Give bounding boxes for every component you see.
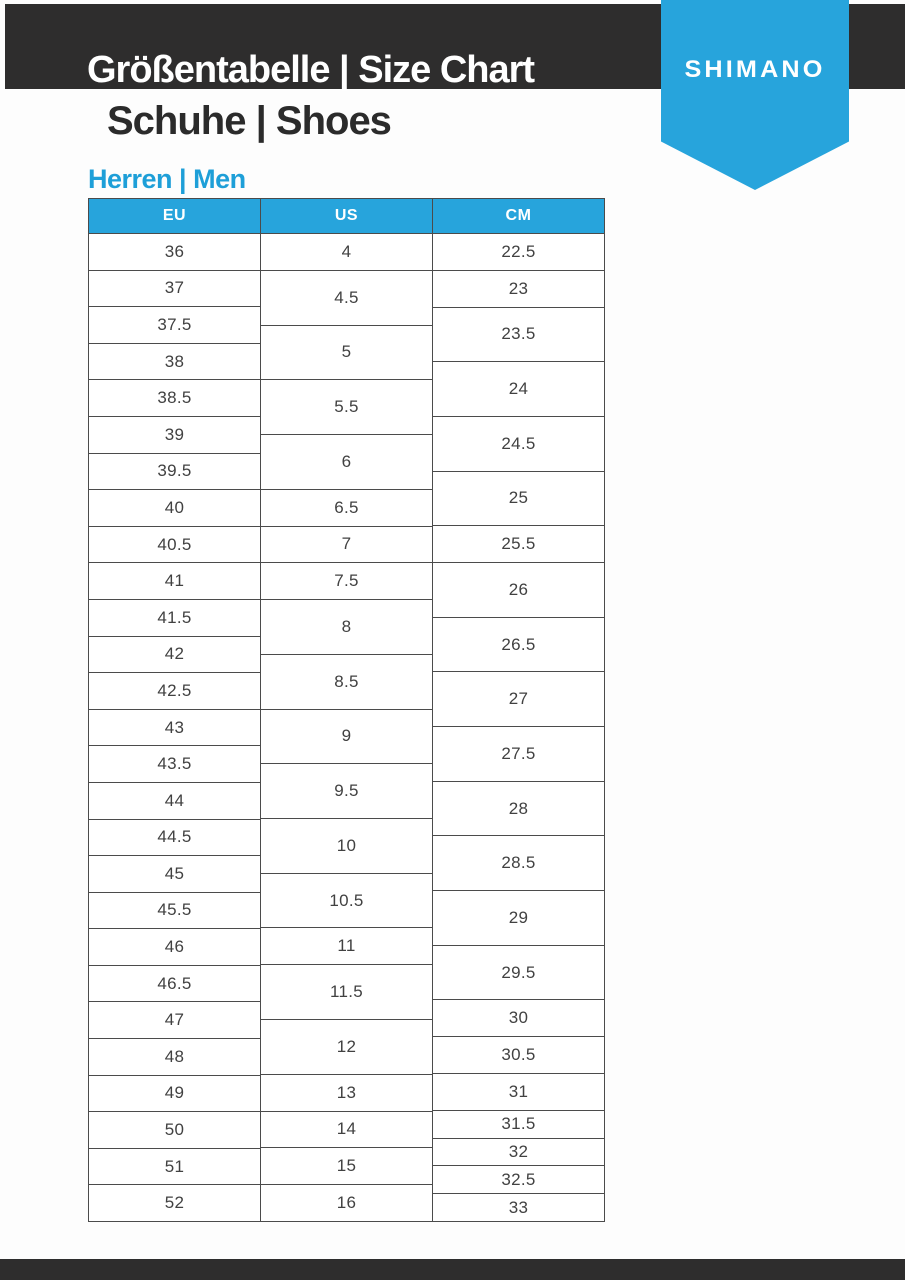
size-cell-us-4.5: 4.5 [261, 269, 432, 325]
size-cell-eu-52: 52 [89, 1184, 260, 1221]
size-cell-eu-42: 42 [89, 635, 260, 673]
size-cell-cm-26.5: 26.5 [433, 616, 604, 672]
section-label: Herren | Men [88, 164, 246, 194]
size-cell-eu-50: 50 [89, 1111, 260, 1148]
size-cell-us-9.5: 9.5 [261, 763, 432, 818]
column-header-eu: EU [162, 207, 187, 224]
size-cell-cm-24: 24 [433, 361, 604, 416]
size-cell-cm-29: 29 [433, 890, 604, 945]
size-cell-cm-24.5: 24.5 [433, 415, 604, 471]
size-cell-us-4: 4 [341, 241, 352, 261]
size-cell-cm-27: 27 [433, 671, 604, 726]
size-cell-eu-46.5: 46.5 [89, 964, 260, 1002]
size-cell-eu-49: 49 [89, 1074, 260, 1112]
size-cell-cm-23.5: 23.5 [433, 306, 604, 362]
size-cell-eu-40.5: 40.5 [89, 525, 260, 563]
size-cell-us-5.5: 5.5 [261, 379, 432, 434]
size-cell-eu-48: 48 [89, 1038, 260, 1075]
size-cell-cm-28.5: 28.5 [433, 835, 604, 890]
size-column-cm: 22.5 23 23.5 24 24.5 25 25.5 26 26.5 27 27.5 28 28.5… [432, 234, 604, 1221]
size-cell-us-13: 13 [261, 1073, 432, 1111]
size-table: EU US CM 36 37 37.5 38 38.5 39 39.5 40 40.5 41 41.5 4… [88, 198, 605, 1222]
size-cell-us-16: 16 [261, 1184, 432, 1221]
size-cell-eu-39: 39 [89, 415, 260, 453]
size-cell-eu-44.5: 44.5 [89, 818, 260, 856]
size-cell-cm-25.5: 25.5 [433, 525, 604, 562]
size-cell-cm-26: 26 [433, 562, 604, 617]
size-cell-us-6: 6 [261, 433, 432, 489]
size-cell-us-11: 11 [261, 927, 432, 964]
size-cell-eu-38.5: 38.5 [89, 379, 260, 416]
size-cell-eu-46: 46 [89, 928, 260, 965]
size-cell-cm-22.5: 22.5 [501, 241, 536, 261]
size-cell-us-8: 8 [261, 599, 432, 654]
page-subtitle: Schuhe | Shoes [107, 99, 392, 143]
size-cell-us-8.5: 8.5 [261, 653, 432, 709]
size-table-header: EU US CM [88, 198, 605, 234]
size-cell-eu-40: 40 [89, 489, 260, 526]
size-cell-us-7.5: 7.5 [261, 562, 432, 599]
size-cell-eu-38: 38 [89, 342, 260, 380]
size-cell-us-6.5: 6.5 [261, 488, 432, 526]
size-cell-eu-43: 43 [89, 708, 260, 746]
size-cell-eu-44: 44 [89, 781, 260, 819]
size-table-body: 36 37 37.5 38 38.5 39 39.5 40 40.5 41 41.5 42 42.5 43… [88, 234, 605, 1222]
size-cell-us-10.5: 10.5 [261, 872, 432, 928]
size-cell-eu-51: 51 [89, 1147, 260, 1185]
size-cell-eu-47: 47 [89, 1001, 260, 1038]
size-cell-cm-25: 25 [433, 470, 604, 526]
brand-logo: SHIMANO [684, 56, 826, 83]
size-cell-cm-31.5: 31.5 [433, 1109, 604, 1138]
size-cell-cm-23: 23 [433, 269, 604, 307]
size-cell-us-11.5: 11.5 [261, 964, 432, 1019]
size-cell-us-7: 7 [261, 525, 432, 563]
size-cell-cm-33: 33 [433, 1193, 604, 1221]
size-cell-eu-42.5: 42.5 [89, 672, 260, 709]
size-cell-eu-37: 37 [89, 269, 260, 307]
page-title: Größentabelle | Size Chart [87, 49, 535, 91]
column-header-cm: CM [432, 199, 604, 233]
size-cell-cm-30.5: 30.5 [433, 1036, 604, 1073]
size-cell-us-15: 15 [261, 1147, 432, 1184]
size-cell-eu-43.5: 43.5 [89, 745, 260, 782]
size-cell-cm-28: 28 [433, 780, 604, 836]
size-cell-us-10: 10 [261, 818, 432, 873]
size-cell-us-14: 14 [261, 1110, 432, 1148]
size-cell-eu-41.5: 41.5 [89, 598, 260, 636]
footer-bar [0, 1259, 905, 1280]
column-header-us: US [260, 199, 432, 233]
size-cell-us-12: 12 [261, 1018, 432, 1074]
size-cell-cm-32.5: 32.5 [433, 1165, 604, 1193]
size-cell-eu-45: 45 [89, 855, 260, 892]
size-column-eu: 36 37 37.5 38 38.5 39 39.5 40 40.5 41 41.5 42 42.5 43… [89, 234, 260, 1221]
size-cell-eu-36: 36 [164, 241, 185, 261]
size-cell-cm-31: 31 [433, 1072, 604, 1110]
size-cell-us-9: 9 [261, 708, 432, 764]
size-cell-eu-39.5: 39.5 [89, 452, 260, 490]
size-cell-cm-30: 30 [433, 999, 604, 1036]
size-cell-cm-32: 32 [433, 1137, 604, 1166]
size-column-us: 4 4.5 5 5.5 6 6.5 7 7.5 8 8.5 9 9.5 10 10.5 11 11.5 12 13… [260, 234, 432, 1221]
size-cell-eu-45.5: 45.5 [89, 891, 260, 929]
size-cell-cm-29.5: 29.5 [433, 944, 604, 1000]
shimano-ribbon: SHIMANO [661, 0, 849, 190]
size-cell-us-5: 5 [261, 324, 432, 380]
size-cell-eu-41: 41 [89, 562, 260, 599]
size-cell-eu-37.5: 37.5 [89, 306, 260, 343]
size-cell-cm-27.5: 27.5 [433, 726, 604, 781]
